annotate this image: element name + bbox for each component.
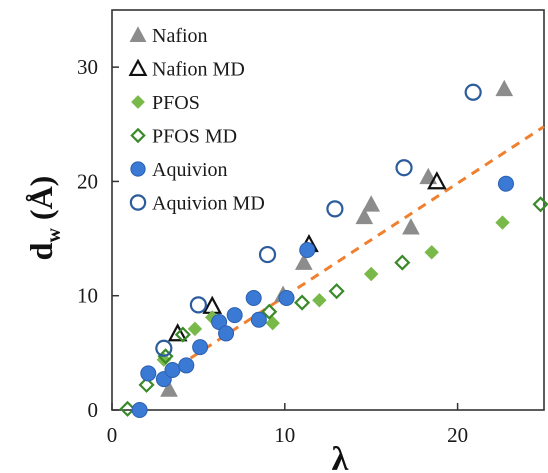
aquivion-md-point — [464, 83, 482, 101]
aquivion-md-point — [189, 296, 207, 314]
aquivion-md-point — [155, 339, 173, 357]
pfos-md-point — [394, 254, 411, 271]
aquivion-point — [250, 311, 267, 328]
legend-label-nafion-md: Nafion MD — [152, 59, 245, 81]
aquivion-md-point — [326, 200, 344, 218]
aquivion-point — [164, 362, 181, 378]
legend-marker-aquivion — [130, 161, 146, 177]
aquivion-md-point — [258, 245, 277, 264]
y-axis-ticks: 0 10 20 30 — [77, 55, 119, 422]
aquivion-point — [226, 307, 243, 324]
pfos-md-point — [119, 400, 136, 417]
legend-label-aquivion: Aquivion — [152, 159, 228, 181]
nafion-md-point — [167, 323, 188, 342]
y-tick-label: 30 — [77, 55, 98, 79]
nafion-point — [419, 167, 438, 185]
fit-line — [163, 125, 545, 377]
aquivion-point — [278, 290, 295, 306]
nafion-point — [495, 79, 514, 97]
legend-label-aquivion-md: Aquivion MD — [152, 193, 265, 215]
aquivion-point — [218, 325, 235, 342]
pfos-point — [424, 245, 439, 260]
pfos-md-point — [261, 303, 278, 320]
aquivion-md-point — [395, 159, 413, 177]
nafion-point — [362, 195, 381, 212]
svg-text:dw(Å): dw (Å) — [23, 176, 65, 261]
plot-frame — [111, 9, 545, 411]
nafion-point — [294, 253, 313, 270]
legend-marker-aquivion-md — [129, 194, 147, 211]
pfos-point — [363, 266, 379, 282]
legend-marker-nafion — [129, 26, 147, 42]
data-points — [119, 79, 548, 418]
nafion-point — [402, 218, 420, 235]
legend-label-pfos-md: PFOS MD — [152, 126, 237, 148]
legend-label-nafion: Nafion — [152, 25, 208, 47]
aquivion-point — [140, 365, 157, 382]
pfos-md-point — [532, 196, 548, 213]
pfos-md-point — [174, 326, 191, 343]
y-axis-label-unit: (Å) — [23, 176, 59, 220]
pfos-md-point — [328, 283, 345, 300]
pfos-point — [187, 321, 203, 337]
y-axis-label: dw (Å) — [23, 176, 65, 261]
aquivion-point — [131, 402, 148, 418]
pfos-point — [495, 215, 510, 230]
pfos-point — [265, 315, 280, 331]
legend-marker-nafion-md — [128, 58, 148, 77]
pfos-md-point — [294, 294, 311, 311]
nafion-md-point — [427, 171, 447, 190]
aquivion-point — [192, 339, 209, 356]
legend-label-pfos: PFOS — [152, 92, 200, 114]
legend-marker-pfos-md — [130, 127, 146, 144]
aquivion-point — [299, 242, 316, 258]
x-axis-label: λ — [332, 441, 349, 473]
y-axis-label-sub: w — [43, 228, 65, 243]
aquivion-point — [497, 175, 514, 192]
x-tick-label: 20 — [447, 423, 468, 447]
legend: Nafion Nafion MD PFOS PFOS MD Aquivion Aquivi… — [128, 25, 265, 215]
aquivion-point — [245, 290, 262, 306]
y-tick-label: 10 — [77, 284, 98, 308]
nafion-point — [355, 207, 374, 225]
legend-marker-pfos — [131, 95, 145, 109]
y-tick-label: 20 — [77, 169, 98, 193]
pfos-point — [312, 293, 327, 308]
y-tick-label: 0 — [88, 398, 99, 422]
x-axis-ticks: 0 10 20 — [107, 403, 468, 447]
x-tick-label: 0 — [107, 423, 118, 447]
x-tick-label: 10 — [274, 423, 295, 447]
nafion-point — [160, 380, 178, 397]
pfos-md-point — [138, 376, 155, 393]
y-axis-label-main: d — [23, 242, 59, 260]
aquivion-point — [178, 357, 195, 374]
